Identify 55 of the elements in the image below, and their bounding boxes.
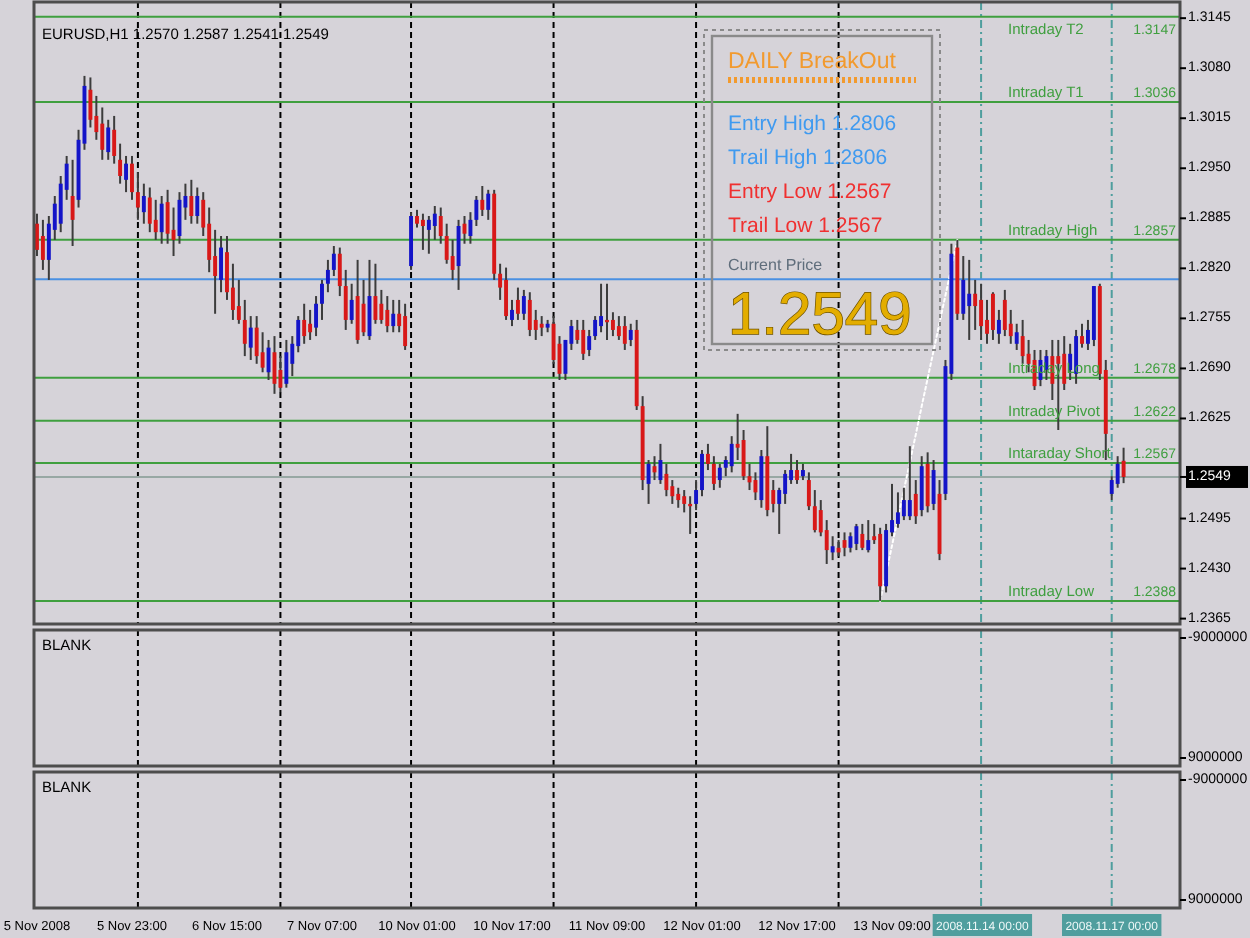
candlestick: [373, 262, 378, 325]
candlestick: [385, 295, 390, 334]
annotation: 1.2549: [728, 282, 912, 348]
candlestick: [1020, 318, 1025, 365]
candlestick: [403, 302, 408, 351]
candlestick: [753, 471, 758, 502]
candlestick: [40, 218, 45, 271]
candlestick: [515, 286, 520, 321]
candlestick: [1080, 322, 1084, 349]
candlestick: [895, 491, 900, 529]
candlestick: [284, 338, 289, 389]
annotation: Trail Low 1.2567: [728, 214, 883, 238]
candlestick: [616, 315, 621, 341]
candlestick: [622, 315, 627, 351]
candlestick: [420, 212, 425, 251]
candlestick: [504, 266, 509, 321]
candlestick: [1121, 446, 1126, 485]
candlestick: [349, 282, 354, 325]
annotation: Entry Low 1.2567: [728, 180, 892, 204]
candlestick: [795, 459, 799, 485]
candlestick: [901, 486, 906, 522]
candlestick: [854, 522, 859, 552]
candlestick: [860, 522, 865, 552]
candlestick: [456, 218, 461, 291]
candlestick: [302, 302, 307, 345]
candlestick: [848, 531, 853, 554]
annotation: Current Price: [728, 256, 824, 274]
candlestick: [533, 308, 538, 341]
annotation: Trail High 1.2806: [728, 146, 888, 170]
candlestick: [254, 315, 259, 365]
candlestick: [907, 445, 912, 522]
candlestick: [355, 258, 360, 345]
candlestick: [925, 451, 930, 514]
candlestick: [147, 186, 152, 234]
candlestick: [527, 291, 532, 338]
candlestick: [1002, 288, 1007, 338]
candlestick: [539, 315, 544, 338]
annotation: Entry High 1.2806: [728, 112, 897, 136]
candlestick: [159, 194, 164, 245]
candlestick: [967, 258, 972, 341]
candlestick: [480, 184, 485, 217]
candlestick: [919, 455, 924, 518]
candlestick: [759, 449, 764, 509]
candlestick: [486, 188, 491, 221]
candlestick: [391, 298, 396, 334]
candlestick: [189, 178, 194, 225]
candlestick: [628, 322, 633, 348]
candlestick: [676, 486, 681, 509]
candlestick: [379, 288, 384, 325]
candlestick: [717, 462, 722, 489]
annotation: DAILY BreakOut: [728, 50, 898, 74]
candlestick: [866, 519, 871, 554]
candlestick: [599, 282, 604, 334]
candlestick: [581, 318, 586, 361]
candlestick: [991, 291, 995, 341]
